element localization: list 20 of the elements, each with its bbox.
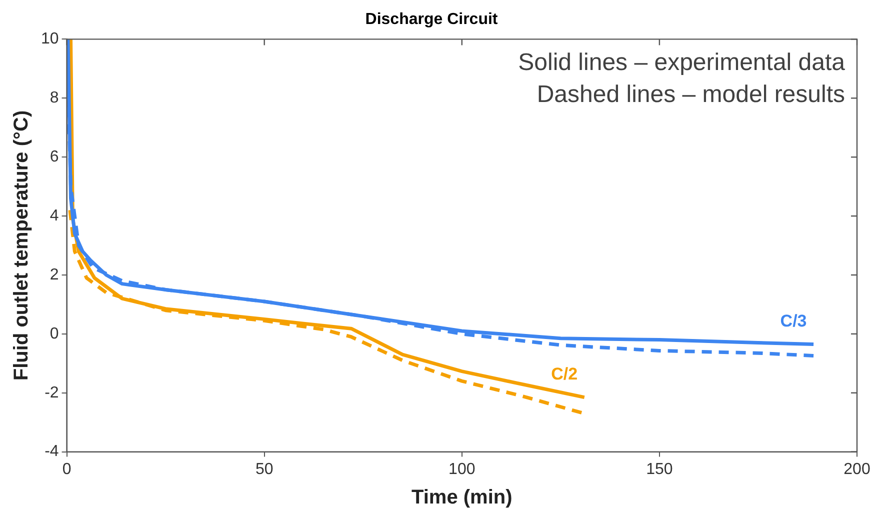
y-axis-title: Fluid outlet temperature (°C) [10, 110, 33, 381]
annotation: Dashed lines – model results [536, 80, 845, 108]
annotation: Solid lines – experimental data [518, 48, 846, 76]
x-tick-label: 0 [62, 460, 72, 478]
chart-title: Discharge Circuit [365, 11, 498, 28]
y-tick-label: 8 [50, 90, 59, 107]
y-tick-label: 0 [50, 325, 59, 342]
y-tick-label: -4 [44, 443, 59, 460]
y-tick-label: 6 [50, 148, 59, 166]
x-tick-label: 200 [844, 460, 870, 478]
series-label: C/3 [780, 311, 807, 330]
y-tick-label: 10 [41, 30, 59, 48]
series-label: C/2 [551, 364, 578, 384]
y-tick-label: 4 [50, 207, 59, 224]
x-axis-title: Time (min) [412, 486, 512, 509]
y-tick-label: -2 [44, 384, 59, 402]
x-tick-label: 150 [646, 460, 673, 478]
x-tick-label: 50 [255, 460, 274, 478]
y-tick-label: 2 [50, 266, 59, 284]
x-tick-label: 100 [448, 460, 476, 478]
